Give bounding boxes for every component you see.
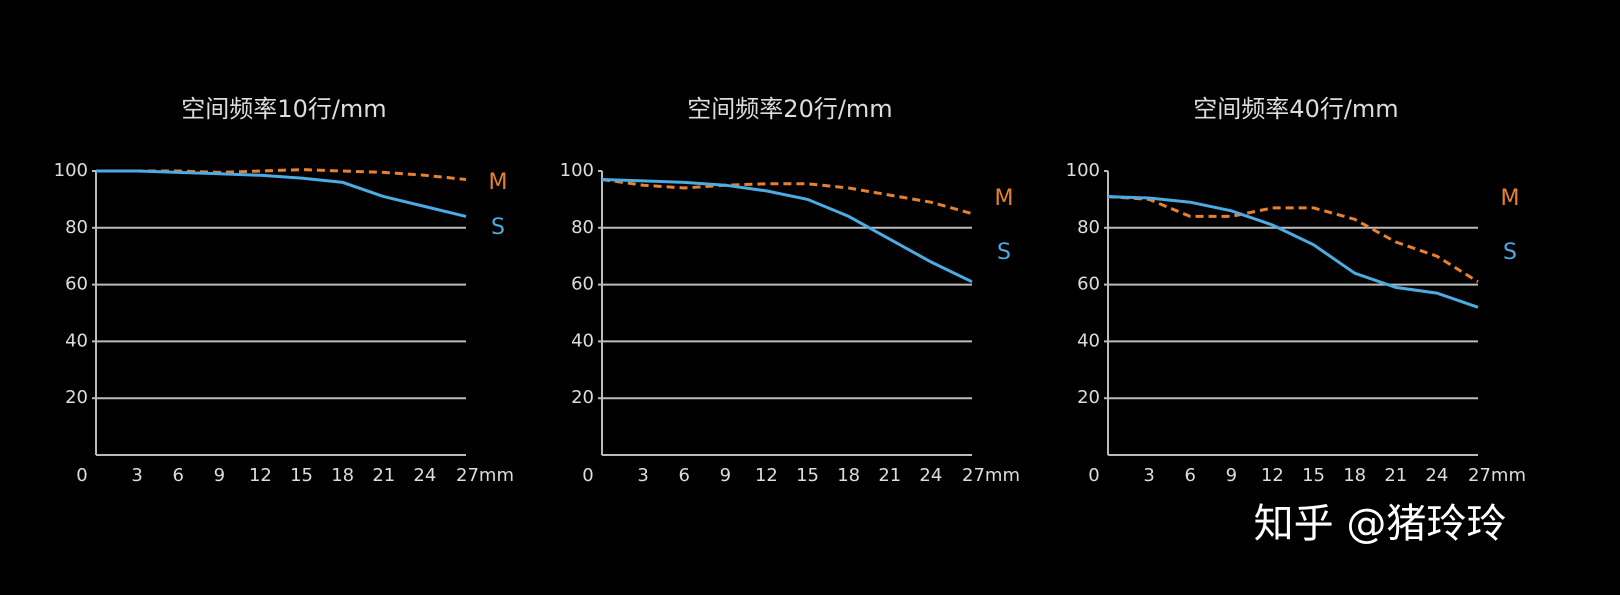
x-tick-label: 24 [919, 465, 942, 486]
legend-label: M [489, 170, 508, 195]
x-tick-label: 24 [1425, 465, 1448, 486]
x-tick-label: 18 [1343, 465, 1366, 486]
x-tick-label: 12 [1261, 465, 1284, 486]
x-tick-label: 0 [1088, 465, 1099, 486]
x-tick-label: 21 [372, 465, 395, 486]
legend-label: M [1501, 186, 1520, 211]
y-tick-label: 40 [1077, 330, 1100, 351]
x-tick-label: 0 [582, 465, 593, 486]
x-tick-label: 27mm [962, 465, 1020, 486]
x-tick-label: 27mm [1468, 465, 1526, 486]
x-tick-label: 15 [290, 465, 313, 486]
y-tick-label: 60 [571, 274, 594, 295]
x-tick-label: 18 [331, 465, 354, 486]
y-tick-label: 40 [65, 330, 88, 351]
x-tick-label: 3 [637, 465, 648, 486]
series-line [96, 168, 467, 181]
y-tick-label: 80 [1077, 217, 1100, 238]
x-tick-label: 6 [1184, 465, 1195, 486]
y-tick-label: 20 [1077, 387, 1100, 408]
x-tick-label: 21 [878, 465, 901, 486]
x-tick-label: 24 [413, 465, 436, 486]
y-tick-label: 100 [1066, 160, 1100, 181]
y-tick-label: 100 [560, 160, 594, 181]
y-tick-label: 20 [65, 387, 88, 408]
series-line [601, 178, 973, 216]
series-line [1107, 195, 1479, 284]
x-tick-label: 12 [249, 465, 272, 486]
x-tick-label: 6 [172, 465, 183, 486]
x-tick-label: 9 [1226, 465, 1237, 486]
x-tick-label: 3 [1143, 465, 1154, 486]
legend-label: S [1503, 240, 1517, 265]
legend-label: M [995, 186, 1014, 211]
x-tick-label: 0 [76, 465, 87, 486]
x-tick-label: 3 [131, 465, 142, 486]
y-tick-label: 20 [571, 387, 594, 408]
chart-title: 空间频率10行/mm [181, 95, 386, 123]
series-line [1107, 195, 1479, 309]
y-tick-label: 80 [571, 217, 594, 238]
series-line [601, 178, 973, 284]
x-tick-label: 9 [720, 465, 731, 486]
x-tick-label: 18 [837, 465, 860, 486]
watermark: 知乎 @猪玲玲 [1254, 501, 1507, 547]
chart-title: 空间频率20行/mm [687, 95, 892, 123]
y-tick-label: 40 [571, 330, 594, 351]
y-tick-label: 60 [65, 274, 88, 295]
x-tick-label: 12 [755, 465, 778, 486]
x-tick-label: 6 [678, 465, 689, 486]
x-tick-label: 21 [1384, 465, 1407, 486]
y-tick-label: 60 [1077, 274, 1100, 295]
x-tick-label: 15 [1302, 465, 1325, 486]
x-tick-label: 9 [214, 465, 225, 486]
y-tick-label: 100 [54, 160, 88, 181]
y-tick-label: 80 [65, 217, 88, 238]
x-tick-label: 27mm [456, 465, 514, 486]
legend-label: S [997, 240, 1011, 265]
chart-title: 空间频率40行/mm [1193, 95, 1398, 123]
x-tick-label: 15 [796, 465, 819, 486]
series-line [96, 169, 467, 218]
legend-label: S [491, 215, 505, 240]
